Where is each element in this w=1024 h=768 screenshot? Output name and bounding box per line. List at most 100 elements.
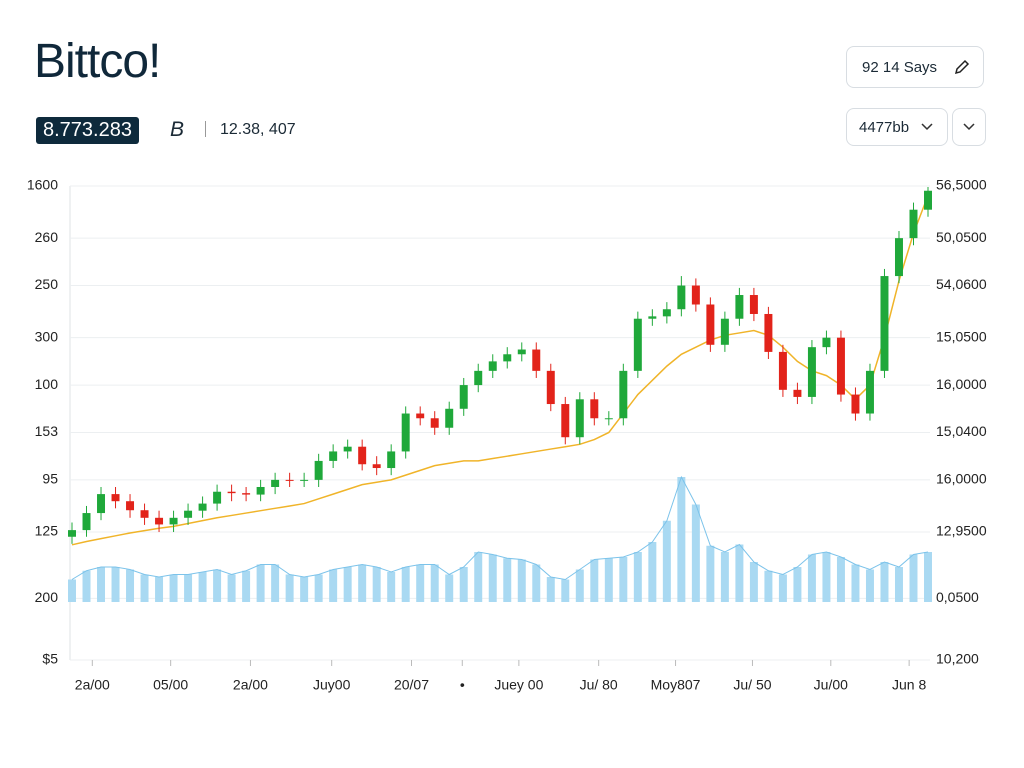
volume-bar (590, 559, 599, 602)
candle-body (590, 399, 599, 419)
volume-bar (662, 520, 671, 602)
candle-body (445, 408, 454, 428)
volume-bar (909, 554, 918, 602)
x-tick-label: Moy807 (651, 677, 701, 693)
candle-body (532, 349, 541, 371)
volume-bar (720, 552, 729, 602)
volume-bar (300, 577, 309, 602)
stats: 12.38, 407 (220, 121, 296, 138)
volume-bar (140, 574, 149, 602)
dropdown[interactable]: 4477bb (846, 108, 948, 146)
candle-body (300, 479, 309, 481)
candle-body (822, 337, 831, 348)
y-tick-label: 125 (35, 523, 59, 539)
volume-bar (68, 579, 76, 602)
candle-body (735, 295, 744, 319)
candle-body (82, 513, 91, 531)
y2-tick-label: 54,0600 (936, 276, 987, 292)
volume-bar (836, 557, 845, 602)
x-tick-label: • (460, 677, 465, 693)
candle-body (387, 451, 396, 469)
candle-body (894, 238, 903, 277)
candle-body (706, 304, 715, 345)
volume-bar (184, 574, 193, 602)
y2-tick-label: 10,200 (936, 651, 979, 667)
volume-bar (459, 567, 468, 602)
candle-body (793, 389, 802, 397)
candle-body (314, 460, 323, 480)
candle-body (256, 486, 265, 495)
x-tick-label: Juy00 (313, 677, 351, 693)
candle-body (271, 479, 280, 487)
volume-bar (358, 564, 367, 602)
candle-body (416, 413, 425, 419)
candle-body (546, 370, 555, 405)
volume-bar (111, 567, 120, 602)
y2-tick-label: 12,9500 (936, 523, 987, 539)
candle-body (140, 510, 149, 518)
y-tick-label: 260 (35, 229, 59, 245)
candle-body (126, 501, 135, 511)
volume-bar (633, 552, 642, 602)
candle-body (184, 510, 193, 518)
volume-bar (575, 569, 584, 602)
candle-body (865, 370, 874, 414)
x-tick-label: 2a/00 (75, 677, 110, 693)
volume-outline (71, 475, 929, 581)
candle-body (720, 318, 729, 345)
chevron (963, 123, 975, 131)
volume-bar (865, 569, 874, 602)
x-tick-label: Ju/00 (814, 677, 848, 693)
y-tick-label: 100 (35, 376, 59, 392)
volume-bar (706, 545, 715, 602)
volume-bar (691, 504, 700, 602)
candle-body (198, 503, 207, 511)
volume-bar (546, 577, 555, 602)
volume-bar (213, 569, 222, 602)
volume-bar (82, 570, 91, 602)
volume-bar (343, 567, 352, 602)
volume-bar (169, 574, 178, 602)
title: Bittco! (34, 35, 161, 88)
volume-bar (401, 567, 410, 602)
y-tick-label: 153 (35, 423, 59, 439)
candle-body (213, 491, 222, 504)
candle-body (778, 351, 787, 390)
candle-body (851, 394, 860, 414)
volume-bar (285, 574, 294, 602)
y2-tick-label: 15,0400 (936, 423, 987, 439)
candle-body (401, 413, 410, 452)
y2-tick-label: 56,5000 (936, 177, 987, 193)
volume-bar (778, 574, 787, 602)
y2-tick-label: 16,0000 (936, 471, 987, 487)
candle-body (517, 349, 526, 355)
candle-body (242, 493, 251, 495)
range-button[interactable]: 92 14 Says (846, 46, 984, 88)
y2-tick-label: 50,0500 (936, 229, 987, 245)
volume-bar (517, 559, 526, 602)
y-tick-label: $5 (42, 651, 58, 667)
volume-bar (387, 572, 396, 602)
volume-bar (329, 569, 338, 602)
candle-body (503, 354, 512, 362)
candle-body (749, 295, 758, 314)
volume-bar (445, 574, 454, 602)
y-tick-label: 1600 (27, 177, 58, 193)
candle-body (648, 316, 657, 319)
volume-bar (851, 564, 860, 602)
candle-body (430, 418, 439, 428)
y2-tick-label: 16,0000 (936, 376, 987, 392)
price-badge: 8.773.283 (36, 117, 139, 144)
candle-body (343, 446, 352, 452)
candle-body (474, 370, 483, 386)
chevron-button[interactable] (952, 108, 986, 146)
x-tick-label: Ju/ 80 (580, 677, 618, 693)
volume-bar (793, 567, 802, 602)
candle-body (764, 313, 773, 352)
range-label: 92 14 Says (862, 58, 938, 76)
candle-body (68, 530, 76, 537)
volume-bar (822, 552, 831, 602)
chevron (921, 123, 933, 131)
candle-body (677, 285, 686, 310)
candle-body (619, 370, 628, 419)
